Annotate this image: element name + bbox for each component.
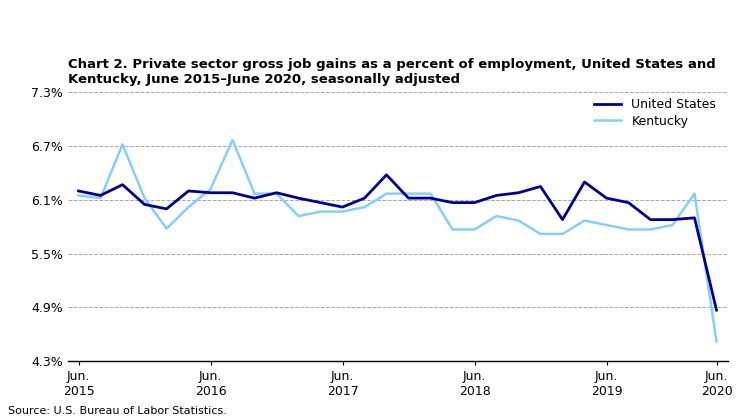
United States <box>646 217 655 222</box>
United States <box>690 215 699 220</box>
Kentucky <box>514 218 523 223</box>
United States <box>184 189 193 194</box>
Kentucky <box>96 196 105 201</box>
United States <box>316 200 325 205</box>
United States <box>448 200 457 205</box>
Text: Source: U.S. Bureau of Labor Statistics.: Source: U.S. Bureau of Labor Statistics. <box>8 406 226 416</box>
United States <box>382 172 391 177</box>
Kentucky <box>712 339 721 344</box>
United States <box>250 196 259 201</box>
Kentucky <box>492 213 501 218</box>
Kentucky <box>448 227 457 232</box>
Kentucky <box>228 137 237 142</box>
Kentucky <box>162 226 171 231</box>
United States <box>426 196 435 201</box>
Kentucky <box>404 191 413 196</box>
Kentucky <box>690 191 699 196</box>
Kentucky <box>580 218 589 223</box>
United States <box>514 190 523 195</box>
Kentucky <box>338 209 347 214</box>
United States <box>624 200 633 205</box>
Text: Chart 2. Private sector gross job gains as a percent of employment, United State: Chart 2. Private sector gross job gains … <box>68 58 716 86</box>
United States <box>536 184 545 189</box>
Line: Kentucky: Kentucky <box>79 140 716 341</box>
Kentucky <box>316 209 325 214</box>
Kentucky <box>294 213 303 218</box>
Kentucky <box>250 191 259 196</box>
United States <box>162 206 171 211</box>
United States <box>206 190 215 195</box>
Kentucky <box>536 231 545 236</box>
United States <box>228 190 237 195</box>
Kentucky <box>624 227 633 232</box>
Kentucky <box>140 196 149 201</box>
United States <box>492 193 501 198</box>
Kentucky <box>558 231 567 236</box>
Line: United States: United States <box>79 175 716 310</box>
United States <box>558 217 567 222</box>
United States <box>470 200 479 205</box>
Kentucky <box>206 186 215 192</box>
United States <box>118 182 127 187</box>
United States <box>294 196 303 201</box>
United States <box>602 196 611 201</box>
United States <box>668 217 677 222</box>
Legend: United States, Kentucky: United States, Kentucky <box>589 93 722 133</box>
Kentucky <box>602 223 611 228</box>
Kentucky <box>470 227 479 232</box>
Kentucky <box>272 191 281 196</box>
United States <box>272 190 281 195</box>
United States <box>74 189 83 194</box>
United States <box>140 202 149 207</box>
Kentucky <box>426 191 435 196</box>
United States <box>580 179 589 184</box>
Kentucky <box>118 142 127 147</box>
United States <box>360 196 369 201</box>
Kentucky <box>646 227 655 232</box>
United States <box>338 205 347 210</box>
Kentucky <box>382 191 391 196</box>
Kentucky <box>360 205 369 210</box>
United States <box>712 307 721 312</box>
Kentucky <box>668 223 677 228</box>
Kentucky <box>184 205 193 210</box>
Kentucky <box>74 193 83 198</box>
United States <box>404 196 413 201</box>
United States <box>96 193 105 198</box>
